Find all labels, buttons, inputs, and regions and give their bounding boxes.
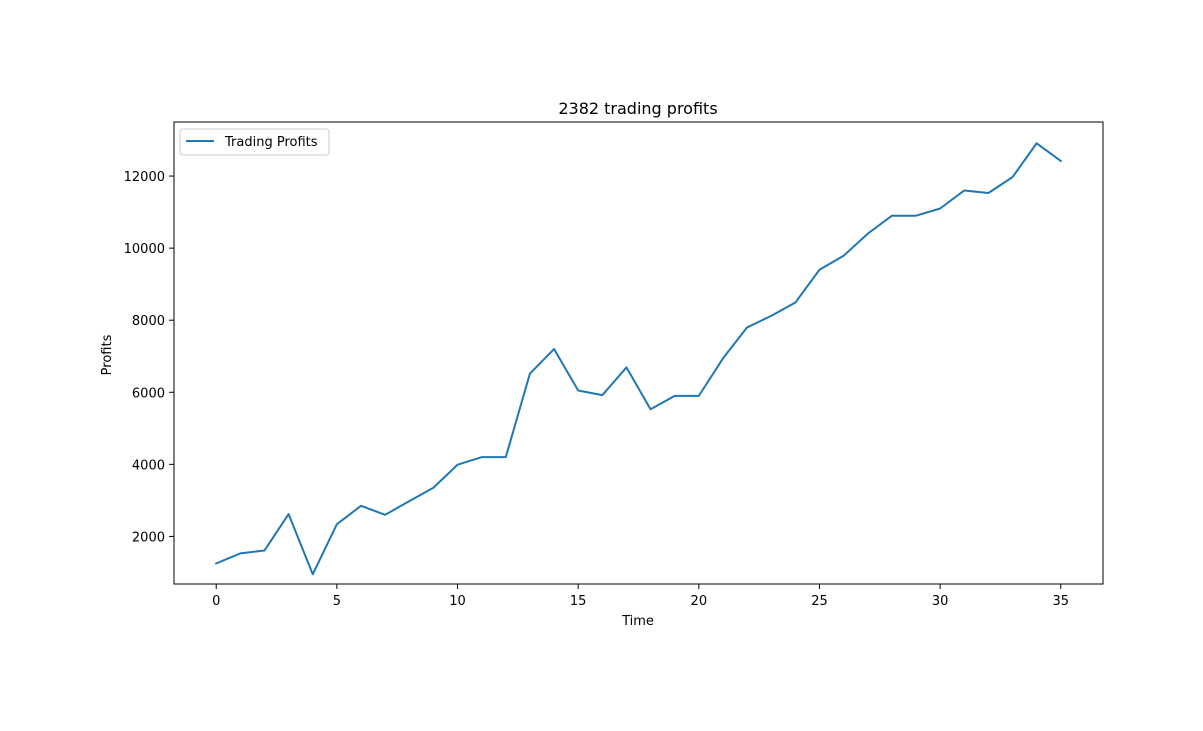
x-tick-label: 15 [570,594,587,609]
series-line-trading-profits [214,142,1063,576]
series-layer [214,142,1063,576]
x-tick-label: 30 [932,594,949,609]
y-tick-label: 10000 [124,242,165,257]
x-tick-label: 0 [212,594,220,609]
y-tick-label: 8000 [132,314,165,329]
y-axis: 2000 4000 6000 8000 10000 12000 [124,170,174,545]
legend: Trading Profits [179,128,330,156]
y-tick-label: 12000 [124,170,165,185]
x-tick-label: 25 [811,594,828,609]
y-tick-label: 6000 [132,386,165,401]
x-tick-label: 20 [691,594,708,609]
y-tick-label: 4000 [132,458,165,473]
x-tick-label: 5 [333,594,341,609]
x-tick-label: 35 [1052,594,1069,609]
plot-frame [173,121,1104,585]
y-axis-label: Profits [100,334,115,375]
x-axis-label: Time [621,614,654,629]
chart-title: 2382 trading profits [558,99,717,118]
x-tick-label: 10 [449,594,466,609]
legend-label: Trading Profits [224,135,318,150]
x-axis: 0 5 10 15 20 25 30 35 [212,584,1069,609]
y-tick-label: 2000 [132,530,165,545]
legend-box [179,128,330,156]
plot-area [173,121,1104,585]
